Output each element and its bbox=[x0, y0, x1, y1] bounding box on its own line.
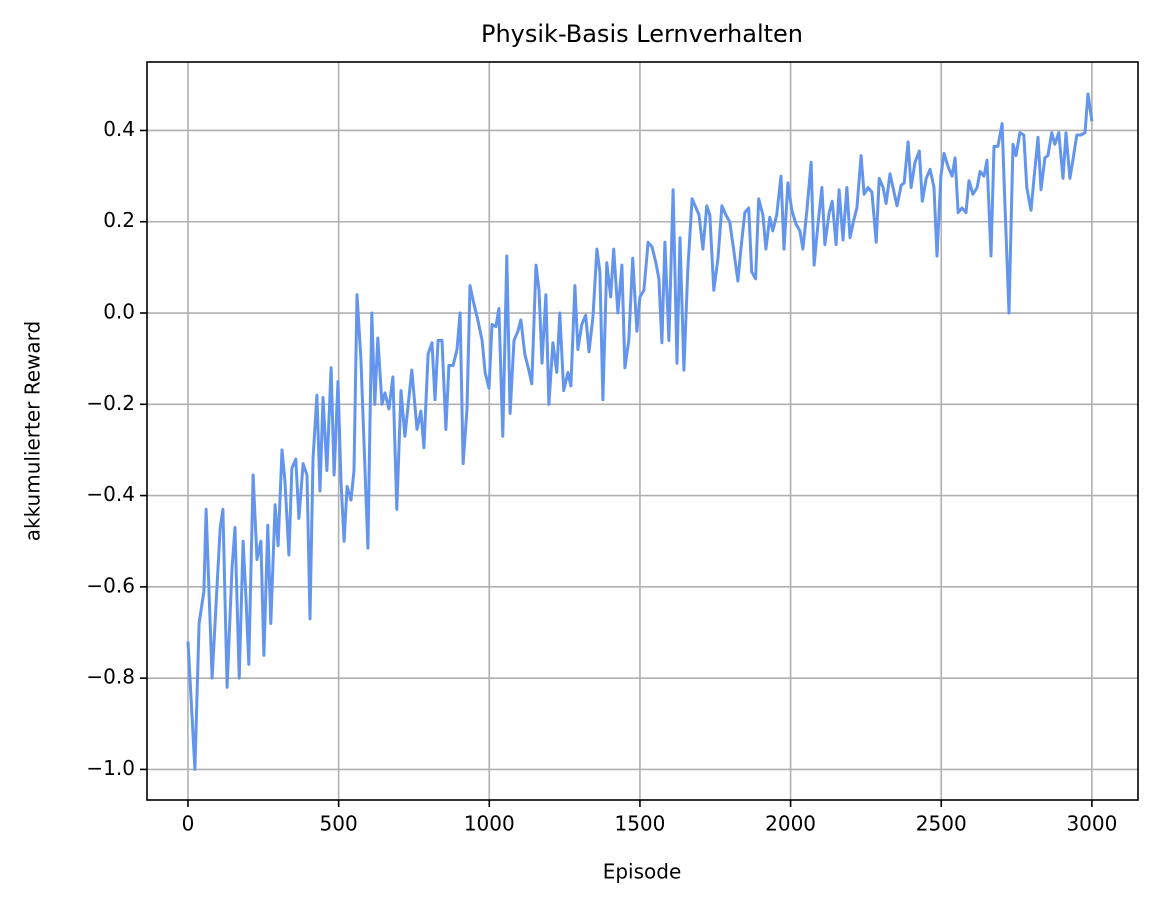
data-line bbox=[186, 92, 1094, 771]
y-tick-label: 0.2 bbox=[103, 208, 135, 232]
x-tick-label: 1000 bbox=[464, 812, 515, 836]
x-tick-label: 1500 bbox=[614, 812, 665, 836]
y-tick-label: −1.0 bbox=[86, 756, 135, 780]
chart-title: Physik-Basis Lernverhalten bbox=[481, 20, 803, 48]
x-tick-label: 500 bbox=[320, 812, 358, 836]
x-axis-label: Episode bbox=[603, 860, 682, 884]
y-tick-label: −0.2 bbox=[86, 391, 135, 415]
y-axis-label: akkumulierter Reward bbox=[21, 321, 45, 542]
y-tick-label: 0.0 bbox=[103, 300, 135, 324]
y-tick-label: 0.4 bbox=[103, 117, 135, 141]
y-tick-label: −0.4 bbox=[86, 482, 135, 506]
x-tick-label: 2500 bbox=[916, 812, 967, 836]
x-tick-label: 2000 bbox=[765, 812, 816, 836]
y-tick-label: −0.6 bbox=[86, 573, 135, 597]
y-tick-label: −0.8 bbox=[86, 665, 135, 689]
x-tick-label: 3000 bbox=[1066, 812, 1117, 836]
plot-frame bbox=[146, 61, 1139, 801]
x-tick-label: 0 bbox=[182, 812, 195, 836]
